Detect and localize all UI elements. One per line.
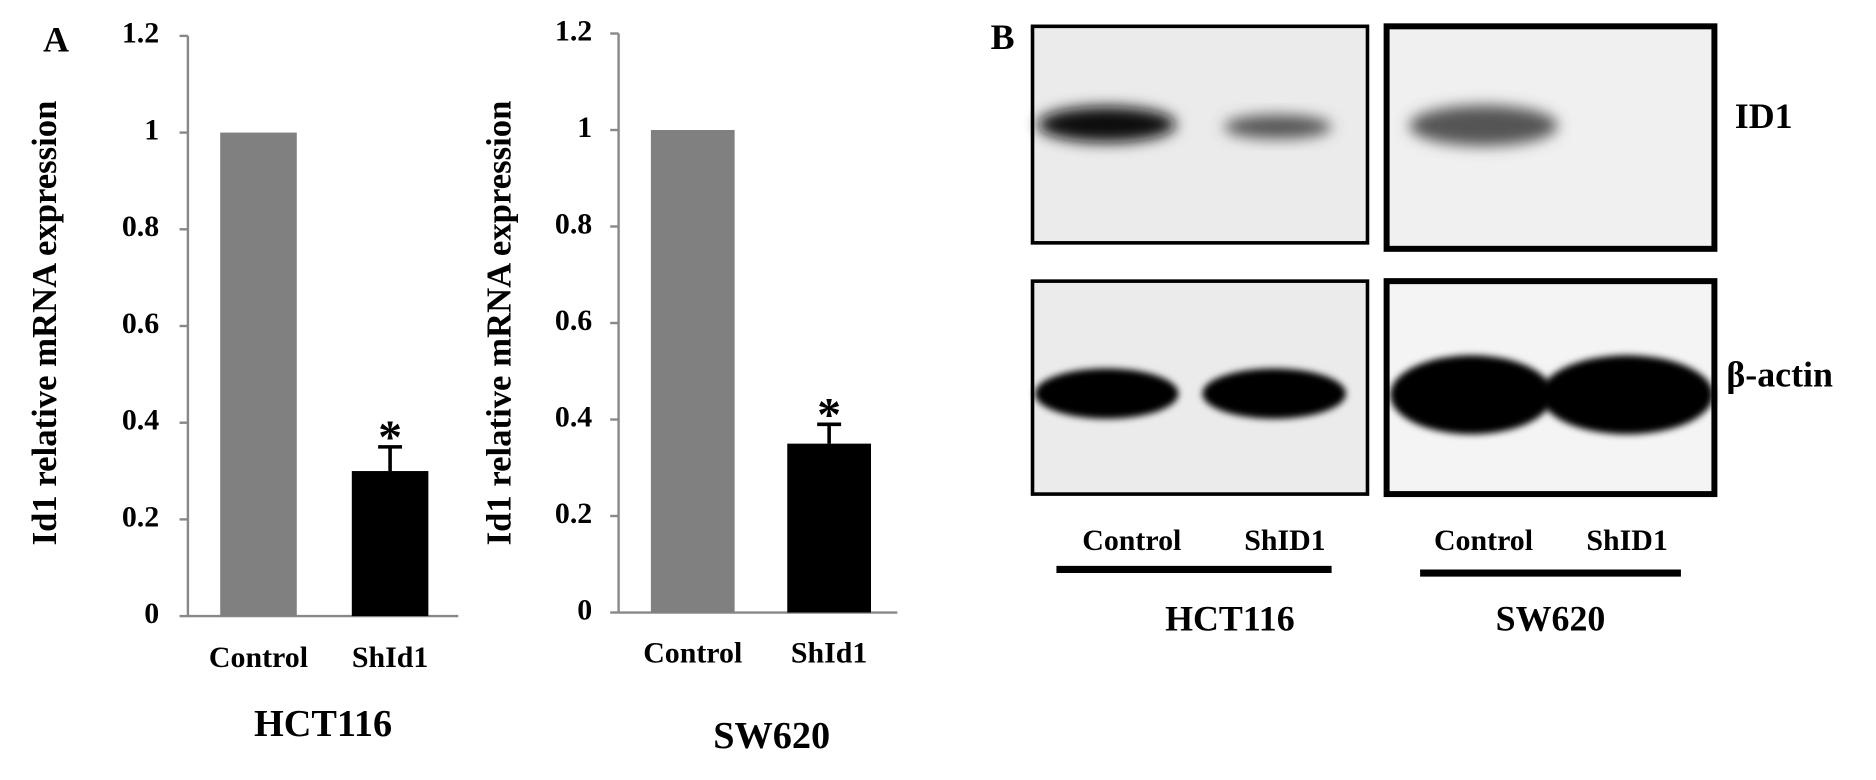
x-tick-label: ShId1: [352, 641, 428, 674]
group-label: HCT116: [1165, 598, 1295, 638]
y-tick-label: 0: [577, 593, 592, 626]
bar: [650, 130, 735, 613]
x-axis-label: HCT116: [254, 703, 392, 745]
x-tick-label: Control: [643, 636, 742, 669]
y-tick-label: 1: [144, 113, 159, 146]
blot-band: [1409, 105, 1558, 146]
y-tick-label: 1: [577, 111, 592, 144]
blot-band: [1202, 368, 1346, 419]
y-tick-label: 0.2: [122, 500, 159, 533]
bar: [787, 443, 872, 613]
y-tick-label: 0.6: [122, 307, 159, 340]
significance-mark: *: [817, 389, 841, 442]
blot-band: [1390, 355, 1553, 435]
y-tick-label: 0.6: [555, 304, 592, 337]
lane-label: ShID1: [1586, 524, 1667, 557]
blot-band: [1223, 114, 1332, 139]
row-label: ID1: [1735, 96, 1793, 136]
y-tick-label: 0: [144, 597, 159, 630]
blot-band: [1540, 355, 1714, 435]
y-axis-label: Id1 relative mRNA expression: [480, 101, 519, 546]
x-tick-label: Control: [209, 641, 308, 674]
error-bar: [378, 445, 403, 472]
row-label: β-actin: [1726, 354, 1833, 394]
bar: [220, 132, 297, 617]
panel-label: B: [991, 17, 1015, 57]
y-tick-label: 1.2: [555, 14, 592, 47]
y-tick-label: 0.2: [555, 497, 592, 530]
blot-images: [1030, 23, 1718, 498]
blot-band: [1037, 106, 1177, 143]
lane-label: Control: [1082, 524, 1181, 557]
x-tick-label: ShId1: [791, 636, 867, 669]
y-tick-label: 0.4: [122, 404, 159, 437]
y-tick-label: 0.8: [555, 207, 592, 240]
y-tick-label: 1.2: [122, 17, 159, 50]
lane-label: ShID1: [1244, 524, 1325, 557]
error-bar: [817, 422, 842, 444]
bar: [351, 471, 429, 617]
lane-label: Control: [1434, 524, 1533, 557]
blot-band: [1034, 368, 1179, 419]
significance-mark: *: [378, 411, 402, 464]
group-label: SW620: [1496, 598, 1606, 638]
panel-label: A: [43, 19, 69, 59]
y-axis-label: Id1 relative mRNA expression: [25, 101, 64, 546]
y-tick-label: 0.4: [555, 400, 592, 433]
x-axis-label: SW620: [713, 715, 830, 757]
y-tick-label: 0.8: [122, 210, 159, 243]
